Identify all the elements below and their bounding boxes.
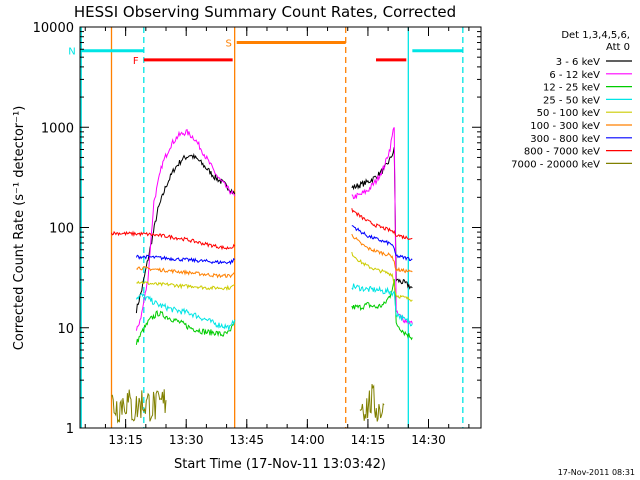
legend-label: 3 - 6 keV — [556, 57, 600, 68]
series-line-7-1 — [351, 208, 413, 241]
legend-label: 800 - 7000 keV — [524, 147, 600, 158]
series-7 — [111, 208, 413, 251]
series-3 — [135, 283, 413, 331]
series-5 — [136, 233, 413, 279]
series-line-2-0 — [135, 310, 236, 345]
series-4 — [136, 251, 413, 302]
legend-label: 100 - 300 keV — [530, 121, 600, 132]
series-2 — [135, 279, 413, 345]
flag-label-S: S — [226, 39, 232, 50]
series-line-1-0 — [135, 129, 236, 331]
legend-label: 50 - 100 keV — [537, 108, 601, 119]
plot-frame — [79, 26, 482, 429]
series-line-1-1 — [351, 127, 413, 325]
series-line-8-1 — [359, 383, 385, 422]
series-line-5-1 — [351, 233, 413, 274]
series-8 — [111, 383, 385, 424]
x-tick-label: 14:30 — [411, 433, 446, 447]
series-line-8-0 — [111, 389, 167, 424]
series-line-3-1 — [351, 283, 413, 327]
series-line-7-0 — [111, 230, 236, 251]
legend-label: 25 - 50 keV — [543, 95, 600, 106]
series-line-3-0 — [135, 292, 236, 331]
legend-label: 12 - 25 keV — [543, 83, 600, 94]
y-tick-label: 10 — [57, 322, 74, 337]
series-6 — [135, 225, 413, 266]
legend-label: 7000 - 20000 keV — [511, 159, 600, 170]
series-line-5-0 — [136, 266, 235, 279]
x-tick-label: 13:30 — [169, 433, 204, 447]
legend-label: 6 - 12 keV — [549, 70, 600, 81]
series-line-4-1 — [351, 251, 413, 302]
series-line-2-1 — [351, 279, 413, 341]
y-tick-label: 10000 — [33, 21, 74, 36]
x-tick-label: 13:15 — [108, 433, 143, 447]
legend-header: Det 1,3,4,5,6, — [561, 30, 630, 41]
x-tick-label: 13:45 — [229, 433, 264, 447]
legend-label: 300 - 800 keV — [530, 134, 600, 145]
y-tick-label: 1 — [66, 422, 74, 437]
x-tick-label: 14:15 — [351, 433, 386, 447]
legend: Det 1,3,4,5,6,Att 0 3 - 6 keV 6 - 12 keV 12… — [511, 30, 632, 170]
series-1 — [135, 127, 413, 331]
y-axis-label: Corrected Count Rate (s⁻¹ detector⁻¹) — [12, 106, 27, 351]
series-line-4-0 — [136, 280, 235, 292]
series-line-6-0 — [135, 254, 236, 266]
flag-label-F: F — [133, 56, 139, 67]
chart-title: HESSI Observing Summary Count Rates, Cor… — [74, 3, 456, 21]
y-tick-label: 1000 — [41, 121, 74, 136]
series-line-6-1 — [351, 225, 413, 262]
plot-area: F N S 13:15 13:30 13:45 14:00 14:15 14:30 1 10 100 1… — [33, 21, 482, 447]
flag-label-N: N — [68, 47, 75, 58]
legend-header: Att 0 — [606, 42, 630, 53]
x-axis-label: Start Time (17-Nov-11 13:03:42) — [174, 457, 386, 472]
x-tick-label: 14:00 — [290, 433, 325, 447]
y-tick-label: 100 — [49, 222, 74, 237]
footer-timestamp: 17-Nov-2011 08:31 — [558, 468, 635, 477]
